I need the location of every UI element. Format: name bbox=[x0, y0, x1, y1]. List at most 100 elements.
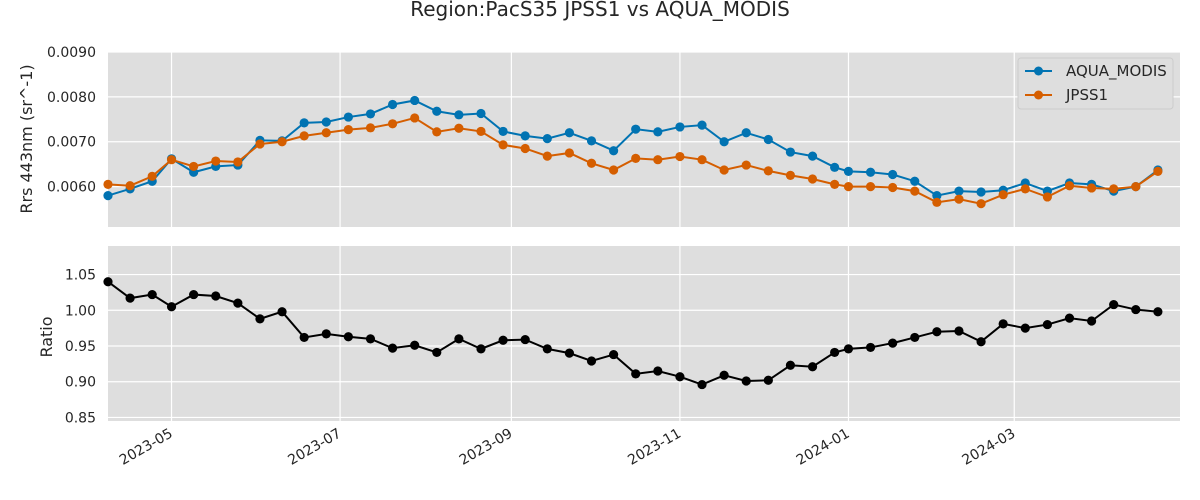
ratio-point bbox=[103, 277, 113, 287]
aqua-modis-point bbox=[365, 109, 376, 119]
jpss1-point bbox=[1020, 184, 1030, 194]
aqua-modis-point bbox=[103, 190, 113, 201]
aqua-modis-point bbox=[785, 147, 796, 157]
y-tick-label: 0.95 bbox=[65, 339, 96, 355]
jpss1-point bbox=[843, 182, 854, 192]
jpss1-point bbox=[1153, 166, 1163, 176]
aqua-modis-point bbox=[697, 120, 707, 130]
ratio-point bbox=[843, 344, 854, 354]
aqua-modis-point bbox=[719, 137, 729, 147]
aqua-modis-point bbox=[299, 118, 309, 128]
jpss1-point bbox=[211, 156, 221, 166]
jpss1-point bbox=[542, 151, 552, 161]
ratio-point bbox=[321, 329, 331, 339]
jpss1-point bbox=[498, 140, 508, 150]
jpss1-point bbox=[785, 170, 796, 180]
x-tick-label: 2023-05 bbox=[117, 426, 176, 469]
aqua-modis-point bbox=[910, 176, 920, 186]
aqua-modis-point bbox=[432, 106, 442, 116]
ratio-point bbox=[653, 366, 663, 376]
jpss1-point bbox=[719, 165, 729, 175]
bottom-y-axis-label: Ratio bbox=[37, 316, 56, 357]
jpss1-point bbox=[888, 182, 898, 193]
ratio-point bbox=[454, 334, 464, 344]
ratio-point bbox=[719, 370, 729, 380]
jpss1-point bbox=[365, 123, 376, 133]
jpss1-point bbox=[807, 174, 818, 184]
jpss1-point bbox=[277, 137, 287, 147]
jpss1-point bbox=[586, 158, 597, 168]
ratio-point bbox=[1042, 319, 1052, 330]
aqua-modis-point bbox=[454, 110, 464, 120]
aqua-modis-point bbox=[888, 169, 898, 180]
aqua-modis-point bbox=[675, 122, 685, 132]
ratio-point bbox=[542, 344, 552, 354]
jpss1-point bbox=[865, 182, 876, 192]
ratio-point bbox=[476, 344, 486, 354]
aqua-modis-point bbox=[976, 187, 986, 197]
ratio-point bbox=[631, 369, 641, 379]
ratio-point bbox=[1020, 323, 1030, 333]
ratio-point bbox=[1153, 307, 1163, 317]
jpss1-point bbox=[255, 139, 265, 149]
legend-jpss-label: JPSS1 bbox=[1065, 86, 1108, 104]
legend: AQUA_MODIS JPSS1 bbox=[1017, 57, 1174, 110]
jpss1-point bbox=[476, 126, 486, 137]
ratio-point bbox=[1109, 299, 1119, 310]
jpss1-point bbox=[631, 153, 641, 163]
ratio-point bbox=[564, 348, 575, 358]
ratio-point bbox=[865, 342, 876, 353]
ratio-point bbox=[586, 356, 597, 366]
jpss1-point bbox=[103, 179, 113, 189]
top-panel: Rrs 443nm (sr^-1) 0.0060 0.0070 0.0080 0.00… bbox=[17, 45, 1180, 227]
x-tick-label: 2024-01 bbox=[794, 426, 853, 469]
ratio-point bbox=[147, 289, 157, 300]
ratio-point bbox=[675, 372, 685, 382]
ratio-point bbox=[697, 379, 707, 390]
jpss1-point bbox=[697, 155, 707, 165]
aqua-modis-point bbox=[586, 136, 597, 146]
x-tick-label: 2024-03 bbox=[960, 426, 1019, 469]
aqua-modis-point bbox=[387, 99, 398, 110]
ratio-point bbox=[910, 332, 920, 343]
jpss1-point bbox=[189, 161, 199, 172]
jpss1-point bbox=[125, 181, 135, 191]
ratio-point bbox=[189, 289, 199, 300]
jpss1-point bbox=[1064, 181, 1075, 191]
ratio-point bbox=[277, 307, 287, 317]
ratio-point bbox=[520, 334, 530, 345]
aqua-modis-point bbox=[520, 131, 530, 141]
jpss1-point bbox=[741, 160, 751, 170]
jpss1-point bbox=[520, 143, 530, 154]
chart-title: Region:PacS35 JPSS1 vs AQUA_MODIS bbox=[410, 0, 790, 21]
ratio-point bbox=[211, 291, 221, 301]
x-tick-label: 2023-09 bbox=[457, 426, 516, 469]
y-tick-label: 0.0060 bbox=[47, 180, 96, 196]
y-tick-label: 0.0070 bbox=[47, 135, 96, 151]
aqua-modis-point bbox=[763, 134, 773, 145]
ratio-point bbox=[410, 340, 420, 350]
bottom-panel-background bbox=[108, 246, 1180, 421]
legend-jpss-marker bbox=[1034, 90, 1043, 100]
y-tick-label: 1.00 bbox=[65, 303, 96, 319]
x-tick-label: 2023-11 bbox=[625, 426, 684, 469]
ratio-point bbox=[976, 337, 986, 347]
ratio-point bbox=[166, 302, 177, 312]
y-tick-label: 0.0090 bbox=[47, 45, 96, 61]
ratio-point bbox=[1064, 313, 1075, 323]
jpss1-point bbox=[763, 166, 773, 176]
ratio-point bbox=[998, 319, 1008, 329]
ratio-point bbox=[299, 332, 309, 343]
x-tick-label: 2023-07 bbox=[285, 426, 344, 469]
top-y-axis-label: Rrs 443nm (sr^-1) bbox=[17, 64, 36, 213]
jpss1-point bbox=[343, 125, 353, 135]
aqua-modis-point bbox=[321, 117, 331, 127]
aqua-modis-point bbox=[830, 162, 840, 172]
aqua-modis-point bbox=[343, 112, 353, 122]
ratio-point bbox=[888, 338, 898, 348]
jpss1-point bbox=[321, 128, 331, 138]
jpss1-point bbox=[432, 127, 442, 137]
jpss1-point bbox=[675, 151, 685, 162]
aqua-modis-point bbox=[653, 127, 663, 137]
